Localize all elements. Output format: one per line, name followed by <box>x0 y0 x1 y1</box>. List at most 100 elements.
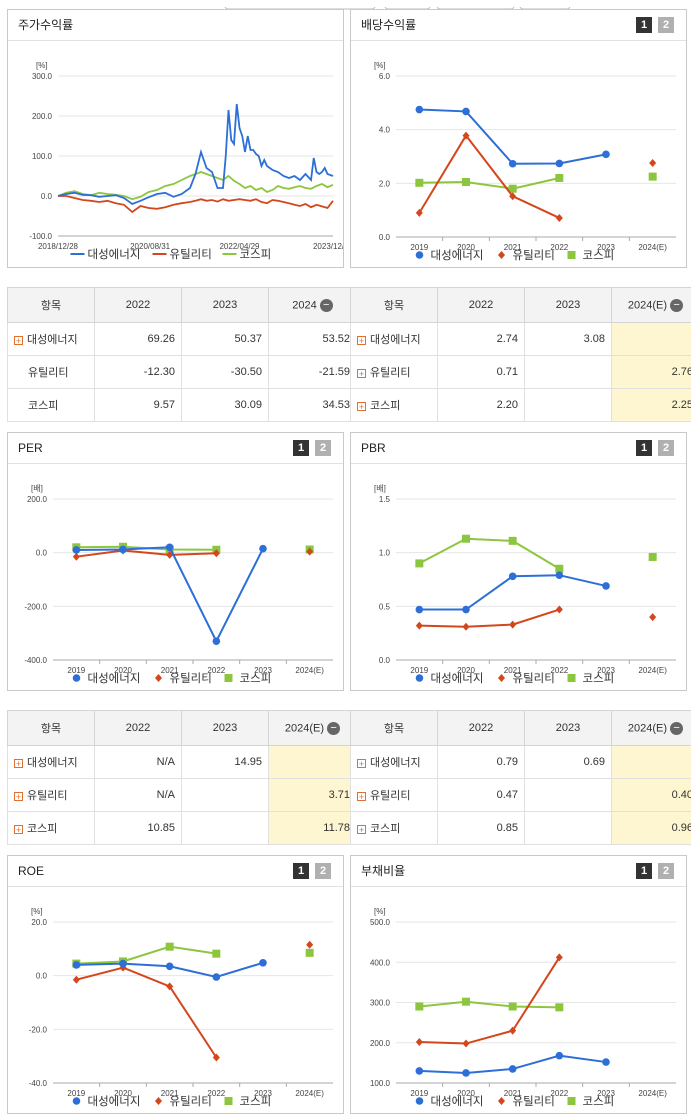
x-tick-label: 2020 <box>457 243 475 252</box>
column-header: 2022 <box>94 710 182 746</box>
collapse-minus-icon[interactable]: − <box>327 721 341 735</box>
expand-plus-icon[interactable]: + <box>357 824 366 835</box>
table-cell: 69.26 <box>94 322 182 356</box>
legend-marker-0 <box>415 251 424 259</box>
page-1-button[interactable]: 1 <box>293 440 309 456</box>
page-1-button[interactable]: 1 <box>293 863 309 879</box>
legend-marker-0 <box>72 674 81 682</box>
legend-label-1: 유틸리티 <box>170 1094 212 1108</box>
expand-plus-icon[interactable]: + <box>14 335 23 346</box>
row-label: + 코스피 <box>7 811 95 845</box>
series-line-2 <box>76 945 217 965</box>
table-row: + 대성에너지 N/A 14.95 <box>7 745 357 779</box>
data-point <box>555 1003 564 1012</box>
expand-plus-icon[interactable]: + <box>357 401 366 412</box>
page-2-button[interactable]: 2 <box>315 863 331 879</box>
x-tick-label: 2023/12/28 <box>313 242 343 251</box>
data-point <box>212 973 221 981</box>
table-row: + 대성에너지 0.79 0.69 <box>350 745 691 779</box>
x-tick-label: 2023 <box>597 1089 615 1098</box>
collapse-minus-icon[interactable]: − <box>319 298 333 312</box>
y-tick-label: 200.0 <box>370 1039 391 1048</box>
table-cell: 0.79 <box>437 745 525 779</box>
per-panel: PER 1 2 [배] -400.0 -200.0 0.0 200.0 2019 2020 2… <box>7 432 344 691</box>
unit-label: [배] <box>31 484 43 493</box>
table-cell: N/A <box>94 778 182 812</box>
y-tick-label: 0.0 <box>379 656 391 665</box>
page-2-button[interactable]: 2 <box>315 440 331 456</box>
legend-marker-1 <box>155 674 162 682</box>
expand-plus-icon[interactable]: + <box>14 758 23 769</box>
data-point <box>415 208 423 217</box>
data-point <box>306 940 314 949</box>
column-header-label: 2023 <box>212 299 238 311</box>
data-point <box>508 572 517 581</box>
page-1-button[interactable]: 1 <box>636 17 652 33</box>
column-header: 2023 <box>524 287 612 323</box>
data-point <box>555 564 564 573</box>
stock-return-table: 항목 2022 2023 2024− + 대성에너지 69.26 50.37 53.52 유틸리티… <box>7 287 357 422</box>
pbr-panel: PBR 1 2 [배] 0.0 0.5 1.0 1.5 2019 2020 2021 2022 2… <box>350 432 687 691</box>
table-cell: 10.85 <box>94 811 182 845</box>
table-cell: -12.30 <box>94 355 182 389</box>
table-cell: N/A <box>94 745 182 779</box>
page-2-button[interactable]: 2 <box>658 440 674 456</box>
collapse-minus-icon[interactable]: − <box>670 298 684 312</box>
data-point <box>462 131 470 140</box>
row-label: + 대성에너지 <box>350 322 438 356</box>
column-header: 2022 <box>94 287 182 323</box>
panel-title: PER 1 2 <box>8 433 343 464</box>
y-tick-label: 0.0 <box>36 972 48 981</box>
data-point <box>509 192 517 201</box>
data-point <box>508 1065 517 1073</box>
page-1-button[interactable]: 1 <box>636 863 652 879</box>
column-header: 항목 <box>350 710 438 746</box>
table-cell <box>524 811 612 845</box>
collapse-minus-icon[interactable]: − <box>670 721 684 735</box>
column-header-label: 항목 <box>383 723 405 735</box>
data-point <box>649 158 657 167</box>
page-1-button[interactable]: 1 <box>636 440 652 456</box>
y-tick-label: 0.0 <box>41 192 53 201</box>
series-line-1 <box>419 608 560 628</box>
expand-plus-icon[interactable]: + <box>357 335 366 346</box>
x-tick-label: 2021 <box>161 666 179 675</box>
y-tick-label: -20.0 <box>29 1025 48 1034</box>
expand-plus-icon[interactable]: + <box>14 824 23 835</box>
series-line-2 <box>418 537 560 570</box>
legend-label-1: 유틸리티 <box>170 247 212 261</box>
data-point <box>259 544 267 553</box>
table-header-row: 항목 2022 2023 2024− <box>7 287 357 323</box>
table-header-row: 항목 2022 2023 2024(E) − <box>7 710 357 746</box>
row-label: + 유틸리티 <box>7 778 95 812</box>
expand-plus-icon[interactable]: + <box>357 368 366 379</box>
y-tick-label: 300.0 <box>32 72 53 81</box>
data-point <box>305 948 314 957</box>
data-point <box>212 549 220 558</box>
data-point <box>462 622 470 631</box>
expand-plus-icon[interactable]: + <box>14 791 23 802</box>
data-point <box>462 1039 470 1048</box>
expand-plus-icon[interactable]: + <box>357 791 366 802</box>
data-point <box>555 605 563 614</box>
data-point <box>602 150 610 159</box>
column-header: 2022 <box>437 287 525 323</box>
series-line-0 <box>76 546 264 644</box>
per-chart: [배] -400.0 -200.0 0.0 200.0 2019 2020 2021 2022 2… <box>24 484 333 685</box>
data-point <box>648 552 657 561</box>
x-tick-label: 2024(E) <box>638 243 667 252</box>
data-point <box>119 959 127 968</box>
expand-plus-icon[interactable]: + <box>357 758 366 769</box>
page-2-button[interactable]: 2 <box>658 17 674 33</box>
panel-title: 배당수익률 1 2 <box>351 10 686 41</box>
data-point <box>415 621 423 630</box>
data-point <box>555 953 563 962</box>
data-point <box>165 942 174 951</box>
y-tick-label: 0.0 <box>379 233 391 242</box>
table-header-row: 항목 2022 2023 2024(E) − <box>350 287 691 323</box>
unit-label: [배] <box>374 484 386 493</box>
data-point <box>212 637 221 646</box>
dividend-yield-panel: 배당수익률 1 2 [%] 0.0 2.0 4.0 6.0 2019 2020 2021 202… <box>350 9 687 268</box>
page-2-button[interactable]: 2 <box>658 863 674 879</box>
table-cell: 30.09 <box>181 388 269 422</box>
